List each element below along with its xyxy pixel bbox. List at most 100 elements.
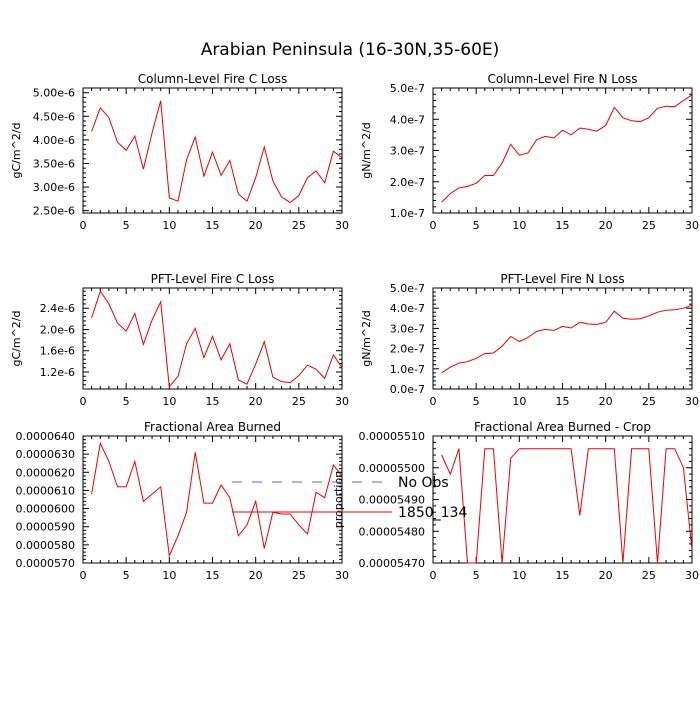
series-line-1850-134: [91, 441, 343, 558]
y-tick-label: 0.00005480: [359, 525, 425, 538]
y-tick-label: 0.0000590: [16, 521, 76, 534]
y-tick-label: 4.0e-7: [390, 302, 425, 315]
x-tick-label: 30: [335, 395, 349, 408]
y-tick-label: 0.0000580: [16, 539, 76, 552]
y-tick-label: 5.00e-6: [33, 87, 75, 100]
y-tick-label: 2.50e-6: [33, 205, 75, 218]
y-tick-label: 0.0000620: [16, 466, 76, 479]
x-tick-label: 15: [556, 395, 570, 408]
x-tick-label: 0: [430, 219, 437, 232]
x-tick-label: 30: [685, 569, 699, 582]
x-tick-label: 30: [335, 569, 349, 582]
x-tick-label: 10: [512, 219, 526, 232]
y-tick-label: 1.0e-7: [390, 363, 425, 376]
y-tick-label: 2.0e-6: [40, 323, 75, 336]
y-tick-label: 0.0000570: [16, 557, 76, 570]
x-tick-label: 20: [599, 569, 613, 582]
x-tick-label: 25: [292, 569, 306, 582]
plot-frame: [82, 87, 343, 214]
plot-frame: [82, 435, 343, 564]
x-tick-label: 5: [123, 395, 130, 408]
series-line-1850-134: [441, 448, 693, 564]
x-tick-label: 15: [206, 569, 220, 582]
panel-title: PFT-Level Fire N Loss: [500, 272, 624, 286]
x-tick-label: 25: [642, 395, 656, 408]
legend: No Obs 1850_134: [232, 475, 467, 521]
y-tick-label: 0.0000630: [16, 448, 76, 461]
x-tick-label: 15: [206, 395, 220, 408]
chart-panel-4: PFT-Level Fire N Loss 0 5 10 15 20 25 30 0.0e-7 1…: [360, 272, 699, 408]
panel-title: Fractional Area Burned: [144, 420, 281, 434]
legend-label-no-obs: No Obs: [398, 475, 449, 491]
x-tick-label: 0: [430, 569, 437, 582]
figure-title: Arabian Peninsula (16-30N,35-60E): [201, 40, 500, 60]
plot-frame: [82, 287, 343, 390]
x-tick-label: 20: [249, 395, 263, 408]
x-tick-label: 30: [685, 219, 699, 232]
x-tick-label: 15: [556, 569, 570, 582]
x-tick-label: 10: [162, 395, 176, 408]
x-tick-label: 5: [123, 219, 130, 232]
y-axis-label: proportion: [332, 471, 345, 528]
y-tick-label: 0.00005490: [359, 494, 425, 507]
y-axis-label: gN/m^2/d: [360, 122, 373, 179]
x-tick-label: 20: [599, 219, 613, 232]
chart-panel-6: Fractional Area Burned - Crop 0 5 10 15 20 25 3…: [332, 420, 699, 582]
series-line-1850-134: [441, 304, 693, 374]
y-tick-label: 2.0e-7: [390, 343, 425, 356]
y-tick-label: 0.00005510: [359, 430, 425, 443]
x-tick-label: 15: [556, 219, 570, 232]
chart-panel-2: Column-Level Fire N Loss 0 5 10 15 20 25 30 1.0e…: [360, 72, 699, 232]
y-tick-label: 1.0e-7: [390, 207, 425, 220]
y-tick-label: 5.0e-7: [390, 82, 425, 95]
y-tick-label: 0.0000600: [16, 503, 76, 516]
x-tick-label: 0: [80, 219, 87, 232]
y-tick-label: 2.0e-7: [390, 176, 425, 189]
y-tick-label: 0.00005470: [359, 557, 425, 570]
y-tick-label: 3.0e-7: [390, 322, 425, 335]
plot-frame: [432, 287, 693, 390]
y-tick-label: 2.4e-6: [40, 302, 75, 315]
x-tick-label: 10: [162, 219, 176, 232]
x-tick-label: 25: [642, 569, 656, 582]
x-tick-label: 0: [80, 395, 87, 408]
y-tick-label: 4.0e-7: [390, 113, 425, 126]
x-tick-label: 25: [292, 219, 306, 232]
x-tick-label: 10: [512, 569, 526, 582]
series-line-1850-134: [441, 94, 693, 203]
x-tick-label: 5: [123, 569, 130, 582]
y-tick-label: 0.0e-7: [390, 383, 425, 396]
y-tick-label: 3.00e-6: [33, 181, 75, 194]
x-tick-label: 30: [685, 395, 699, 408]
y-tick-label: 3.50e-6: [33, 157, 75, 170]
y-tick-label: 1.2e-6: [40, 366, 75, 379]
x-tick-label: 5: [473, 395, 480, 408]
panel-title: Fractional Area Burned - Crop: [474, 420, 651, 434]
x-tick-label: 10: [512, 395, 526, 408]
x-tick-label: 5: [473, 569, 480, 582]
chart-panel-3: PFT-Level Fire C Loss 0 5 10 15 20 25 30 1.2e-6 1…: [10, 272, 349, 408]
legend-label-1850-134: 1850_134: [398, 505, 467, 521]
y-axis-label: gC/m^2/d: [10, 123, 23, 179]
y-axis-label: gC/m^2/d: [10, 311, 23, 367]
x-tick-label: 0: [80, 569, 87, 582]
y-tick-label: 1.6e-6: [40, 345, 75, 358]
x-tick-label: 20: [599, 395, 613, 408]
y-tick-label: 0.0000610: [16, 484, 76, 497]
panel-title: PFT-Level Fire C Loss: [151, 272, 275, 286]
chart-panel-5: Fractional Area Burned 0 5 10 15 20 25 30 0.0000…: [16, 420, 350, 582]
y-tick-label: 0.0000640: [16, 430, 76, 443]
plot-frame: [432, 87, 693, 214]
x-tick-label: 10: [162, 569, 176, 582]
y-tick-label: 3.0e-7: [390, 145, 425, 158]
x-tick-label: 20: [249, 219, 263, 232]
y-tick-label: 4.00e-6: [33, 134, 75, 147]
y-tick-label: 5.0e-7: [390, 282, 425, 295]
y-tick-label: 0.00005500: [359, 462, 425, 475]
x-tick-label: 30: [335, 219, 349, 232]
x-tick-label: 25: [292, 395, 306, 408]
y-tick-label: 4.50e-6: [33, 110, 75, 123]
x-tick-label: 20: [249, 569, 263, 582]
